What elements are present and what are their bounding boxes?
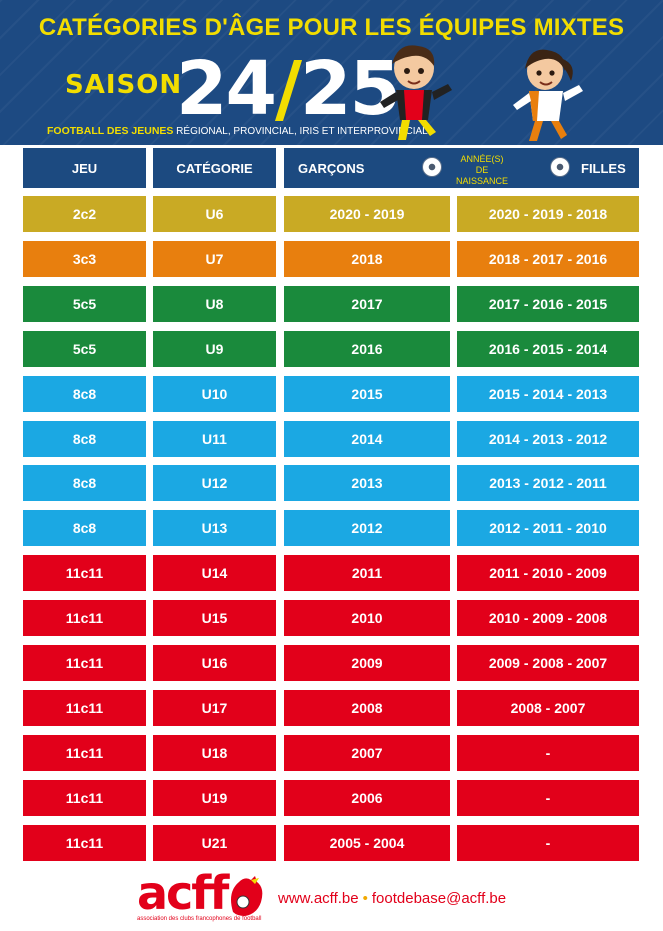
cell-jeu: 8c8 (23, 421, 146, 457)
cell-filles: 2011 - 2010 - 2009 (457, 555, 639, 591)
cell-filles: - (457, 780, 639, 816)
cell-garcons: 2018 (284, 241, 450, 277)
cell-garcons: 2010 (284, 600, 450, 636)
girl-player-illustration (513, 49, 583, 141)
cell-categorie: U15 (153, 600, 276, 636)
cell-filles: 2017 - 2016 - 2015 (457, 286, 639, 322)
cell-filles: 2009 - 2008 - 2007 (457, 645, 639, 681)
season-number: 24/25 (176, 46, 401, 132)
cell-garcons: 2006 (284, 780, 450, 816)
cell-categorie: U19 (153, 780, 276, 816)
header-jeu-label: JEU (71, 160, 98, 176)
cell-garcons: 2011 (284, 555, 450, 591)
football-icon-right (550, 157, 570, 177)
cell-categorie: U7 (153, 241, 276, 277)
cell-categorie: U13 (153, 510, 276, 546)
cell-jeu: 11c11 (23, 825, 146, 861)
cell-garcons: 2016 (284, 331, 450, 367)
cell-categorie: U17 (153, 690, 276, 726)
football-icon-left (422, 157, 442, 177)
cell-jeu: 11c11 (23, 645, 146, 681)
email-link[interactable]: footdebase@acff.be (371, 890, 507, 907)
cell-filles: 2014 - 2013 - 2012 (457, 421, 639, 457)
cell-garcons: 2007 (284, 735, 450, 771)
page-title: CATÉGORIES D'ÂGE POUR LES ÉQUIPES MIXTES (38, 14, 625, 41)
cell-jeu: 8c8 (23, 510, 146, 546)
cell-filles: 2012 - 2011 - 2010 (457, 510, 639, 546)
header-filles-label: FILLES (581, 161, 626, 176)
cell-filles: 2010 - 2009 - 2008 (457, 600, 639, 636)
boy-player-illustration (380, 45, 452, 140)
cell-garcons: 2009 (284, 645, 450, 681)
cell-categorie: U9 (153, 331, 276, 367)
website-link[interactable]: www.acff.be (278, 890, 359, 907)
cell-jeu: 5c5 (23, 286, 146, 322)
cell-garcons: 2014 (284, 421, 450, 457)
cell-jeu: 11c11 (23, 735, 146, 771)
cell-jeu: 2c2 (23, 196, 146, 232)
cell-garcons: 2012 (284, 510, 450, 546)
cell-categorie: U6 (153, 196, 276, 232)
cell-categorie: U10 (153, 376, 276, 412)
header-naissance-line2: NAISSANCE (455, 176, 508, 186)
cell-garcons: 2015 (284, 376, 450, 412)
header-banner: CATÉGORIES D'ÂGE POUR LES ÉQUIPES MIXTES… (0, 0, 663, 145)
header-naissance: ANNÉE(S) DE NAISSANCE (454, 154, 510, 187)
cell-garcons: 2008 (284, 690, 450, 726)
acff-logo-subtitle: association des clubs francophones de fo… (137, 916, 262, 922)
cell-jeu: 8c8 (23, 376, 146, 412)
cell-filles: 2013 - 2012 - 2011 (457, 465, 639, 501)
cell-categorie: U8 (153, 286, 276, 322)
acff-logo: acff (137, 866, 229, 920)
header-categorie-label: CATÉGORIE (176, 160, 253, 176)
cell-garcons: 2020 - 2019 (284, 196, 450, 232)
cell-filles: 2016 - 2015 - 2014 (457, 331, 639, 367)
cell-filles: - (457, 825, 639, 861)
cell-categorie: U11 (153, 421, 276, 457)
cell-categorie: U18 (153, 735, 276, 771)
header-garcons-label: GARÇONS (298, 161, 365, 176)
cell-jeu: 11c11 (23, 600, 146, 636)
cell-categorie: U12 (153, 465, 276, 501)
season-start: 24 (176, 46, 277, 132)
cell-garcons: 2013 (284, 465, 450, 501)
cell-categorie: U21 (153, 825, 276, 861)
cell-jeu: 3c3 (23, 241, 146, 277)
cell-jeu: 5c5 (23, 331, 146, 367)
subtitle: FOOTBALL DES JEUNES RÉGIONAL, PROVINCIAL… (47, 125, 428, 137)
season-slash: / (274, 46, 302, 132)
cell-garcons: 2005 - 2004 (284, 825, 450, 861)
header-jeu: JEU (23, 148, 146, 188)
footer-separator: • (362, 890, 368, 907)
cell-jeu: 11c11 (23, 690, 146, 726)
header-naissance-line1: ANNÉE(S) DE (460, 154, 504, 175)
cell-filles: 2015 - 2014 - 2013 (457, 376, 639, 412)
cell-categorie: U14 (153, 555, 276, 591)
season-end: 25 (300, 46, 401, 132)
cell-jeu: 8c8 (23, 465, 146, 501)
subtitle-rest: RÉGIONAL, PROVINCIAL, IRIS ET INTERPROVI… (173, 126, 428, 137)
cell-jeu: 11c11 (23, 555, 146, 591)
footer-links: www.acff.be • footdebase@acff.be (278, 890, 506, 907)
cell-filles: - (457, 735, 639, 771)
cell-filles: 2008 - 2007 (457, 690, 639, 726)
header-categorie: CATÉGORIE (153, 148, 276, 188)
season-label: SAISON (65, 70, 183, 100)
cell-categorie: U16 (153, 645, 276, 681)
cell-filles: 2018 - 2017 - 2016 (457, 241, 639, 277)
rooster-icon (231, 876, 263, 916)
cell-filles: 2020 - 2019 - 2018 (457, 196, 639, 232)
cell-garcons: 2017 (284, 286, 450, 322)
subtitle-bold: FOOTBALL DES JEUNES (47, 125, 174, 137)
cell-jeu: 11c11 (23, 780, 146, 816)
header-annees: GARÇONS ANNÉE(S) DE NAISSANCE FILLES (284, 148, 639, 188)
